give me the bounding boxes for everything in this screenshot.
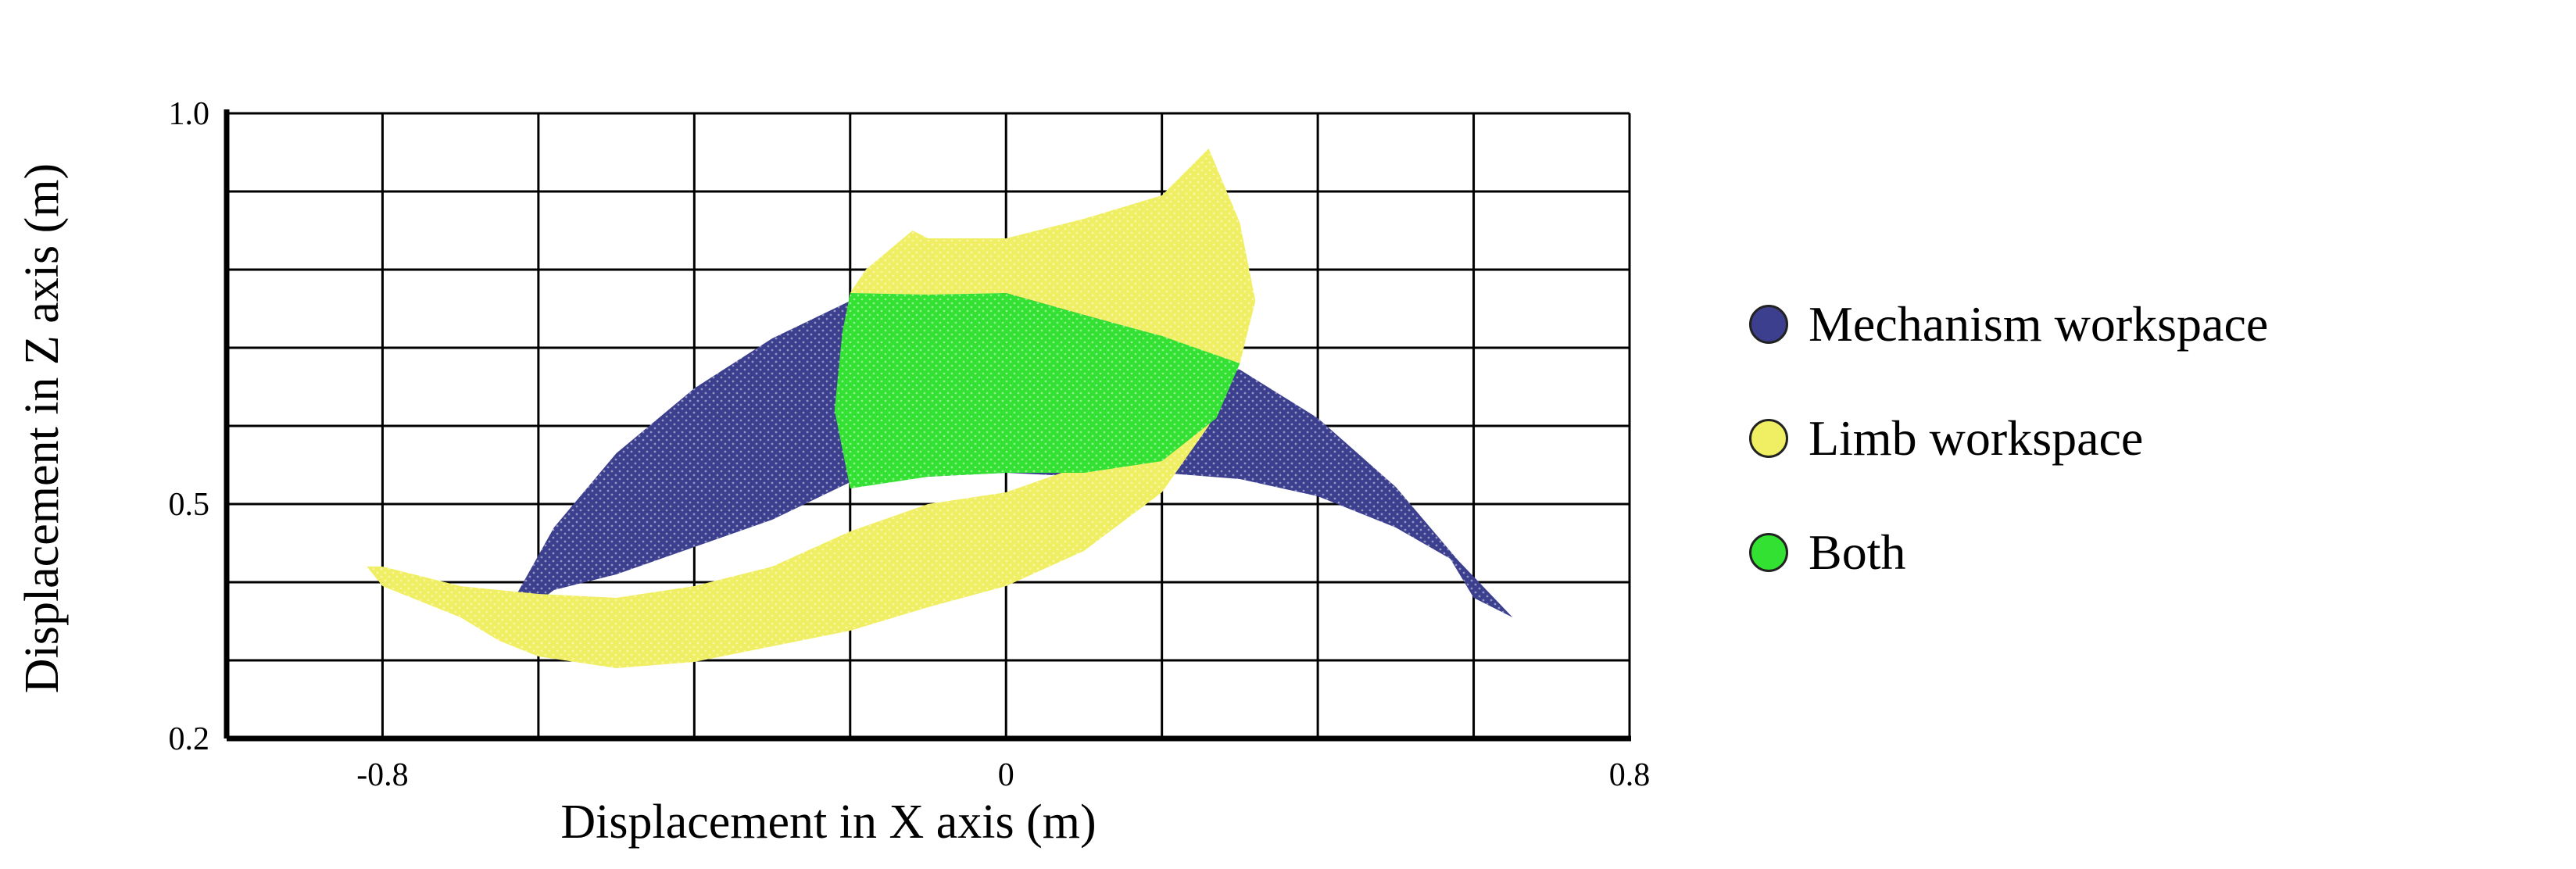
y-tick-label: 0.2 (169, 721, 210, 757)
limb-workspace-area-texture (367, 148, 1256, 668)
x-tick-label: 0.8 (1609, 757, 1651, 793)
x-tick-label: -0.8 (356, 757, 409, 793)
y-tick-label: 0.5 (169, 487, 210, 523)
x-tick-label: 0 (998, 757, 1014, 793)
legend-label-limb: Limb workspace (1809, 410, 2144, 466)
workspace-areas (367, 148, 1513, 668)
legend: Mechanism workspace Limb workspace Both (1749, 295, 2268, 638)
y-axis-label: Displacement in Z axis (m) (16, 163, 69, 693)
legend-item-both: Both (1749, 524, 2268, 581)
legend-item-mechanism: Mechanism workspace (1749, 295, 2268, 353)
x-axis-label: Displacement in X axis (m) (560, 796, 1096, 849)
both-swatch-icon (1749, 533, 1788, 572)
legend-label-mechanism: Mechanism workspace (1809, 296, 2269, 352)
both-workspace-area-texture (834, 293, 1240, 488)
legend-label-both: Both (1809, 524, 1906, 580)
mechanism-swatch-icon (1749, 305, 1788, 344)
y-tick-label: 1.0 (169, 96, 210, 132)
tick-labels: -0.8 0 0.8 0.2 0.5 1.0 (169, 96, 1651, 793)
axes (224, 109, 1631, 742)
limb-swatch-icon (1749, 419, 1788, 458)
legend-item-limb: Limb workspace (1749, 409, 2268, 467)
